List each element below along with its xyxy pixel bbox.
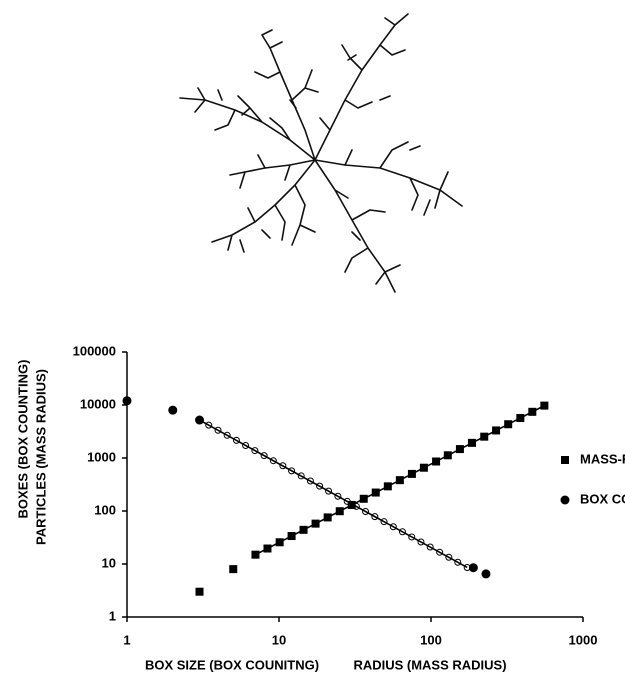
open-circle-marker [426,543,434,551]
x-tick-label: 1000 [569,632,598,647]
circle-marker [468,563,478,573]
open-circle-marker [279,462,287,470]
legend-marker [560,495,570,505]
y-axis-label: PARTICLES (MASS RADIUS) [33,369,48,545]
open-circle-marker [343,497,351,505]
open-circle-marker [251,447,259,455]
open-circle-marker [306,477,314,485]
open-circle-marker [316,482,324,490]
legend-marker [561,456,569,464]
open-circle-marker [454,558,462,566]
open-circle-marker [380,518,388,526]
open-circle-marker [362,508,370,516]
open-circle-marker [389,523,397,531]
open-circle-marker [398,528,406,536]
y-tick-label: 10 [102,555,116,570]
open-circle-marker [436,548,444,556]
open-circle-marker [242,442,250,450]
circle-marker [168,405,178,415]
open-circle-marker [269,457,277,465]
legend-label: BOX COUNTING [580,491,625,506]
y-tick-label: 100000 [73,343,116,358]
open-circle-marker [205,421,213,429]
fit-line [199,419,468,569]
y-tick-label: 1000 [87,449,116,464]
y-axis-label: BOXES (BOX COUNTING) [15,360,30,519]
x-tick-label: 1 [123,632,130,647]
open-circle-marker [325,487,333,495]
open-circle-marker [445,553,453,561]
x-axis-label: RADIUS (MASS RADIUS) [353,657,506,672]
open-circle-marker [232,436,240,444]
open-circle-marker [463,563,471,571]
circle-marker [481,569,491,579]
open-circle-marker [260,452,268,460]
open-circle-marker [371,513,379,521]
open-circle-marker [223,431,231,439]
x-tick-label: 100 [420,632,442,647]
y-tick-label: 100 [94,502,116,517]
open-circle-marker [334,492,342,500]
square-marker [195,587,204,596]
dla-cluster-image [179,13,463,293]
fit-line [255,404,545,556]
circle-marker [122,396,132,406]
open-circle-marker [288,467,296,475]
legend-label: MASS-RADIUS [580,451,625,466]
y-tick-label: 1 [109,608,116,623]
open-circle-marker [408,533,416,541]
y-tick-label: 10000 [80,396,116,411]
open-circle-marker [214,426,222,434]
open-circle-marker [297,472,305,480]
x-tick-label: 10 [272,632,286,647]
open-circle-marker [417,538,425,546]
x-axis-label: BOX SIZE (BOX COUNITNG) [145,657,319,672]
square-marker [229,565,238,574]
